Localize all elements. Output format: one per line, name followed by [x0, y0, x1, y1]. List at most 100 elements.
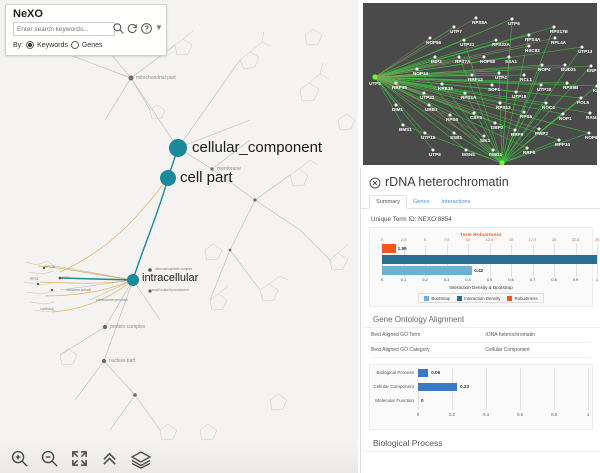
cluster-label[interactable]: nucleolus: [40, 307, 54, 311]
node-label-protein-complex[interactable]: protein complex: [110, 324, 146, 330]
gene-node-label[interactable]: UTP15: [421, 135, 436, 140]
gene-node-label[interactable]: UTP4: [495, 75, 507, 80]
gene-node-label[interactable]: RPS6: [446, 117, 459, 122]
gene-node-label[interactable]: UTP22: [420, 95, 435, 100]
help-icon[interactable]: [140, 22, 153, 35]
gene-node-label[interactable]: RPS7A: [455, 59, 471, 64]
gene-node-label[interactable]: UTP7: [450, 29, 462, 34]
gene-node-label[interactable]: RPS9B: [563, 85, 579, 90]
gene-node-label[interactable]: KRE33: [438, 86, 453, 91]
gene-network-graph[interactable]: [363, 3, 597, 165]
fit-screen-icon[interactable]: [70, 449, 89, 468]
radio-genes[interactable]: [70, 41, 79, 49]
gene-node-label[interactable]: SSB1: [450, 135, 463, 140]
gene-node-label[interactable]: RPS1A: [461, 95, 477, 100]
layers-icon[interactable]: [130, 449, 152, 469]
node-label-membrane[interactable]: membrane: [217, 166, 241, 172]
gene-node-label[interactable]: IMP3: [431, 59, 442, 64]
gene-node-label[interactable]: ENP1: [587, 68, 600, 73]
gene-node-label[interactable]: CBF5: [470, 115, 482, 120]
legend-item-robustness: Robustness: [507, 295, 538, 301]
gene-node-label[interactable]: RPS5: [520, 114, 533, 119]
search-panel[interactable]: NeXO ▼ By: Keywords Genes: [5, 4, 167, 56]
gene-node-label[interactable]: MPP10: [555, 142, 571, 147]
gene-node-label[interactable]: UTP6: [508, 21, 520, 26]
gene-node-label[interactable]: RPL4A: [551, 40, 567, 45]
gene-node-label[interactable]: RRP12: [468, 77, 483, 82]
gene-node-label[interactable]: SSA1: [505, 59, 518, 64]
gene-node-label[interactable]: SIK1: [480, 138, 491, 143]
gene-node-label[interactable]: MSN5: [462, 152, 475, 157]
axis-tick: 5: [423, 237, 427, 242]
ontology-network-graph[interactable]: [0, 0, 358, 473]
cluster-label[interactable]: preribosome precursor: [96, 298, 129, 302]
refresh-icon[interactable]: [126, 22, 139, 35]
node-label-nuclear-part[interactable]: nuclear part: [109, 358, 136, 364]
gene-node-label[interactable]: KRI1: [593, 88, 600, 93]
gene-node-label[interactable]: NAN1: [586, 115, 599, 120]
node-label-cellular-component[interactable]: cellular_component: [192, 139, 323, 156]
gene-node-label[interactable]: UTP8: [429, 152, 441, 157]
gene-node-label[interactable]: RPS13: [496, 105, 511, 110]
gene-node-label[interactable]: SOF1: [488, 87, 500, 92]
axis-tick: 17.5: [528, 237, 537, 242]
gene-node-label[interactable]: RRP9: [511, 132, 524, 137]
node-label-cell-part[interactable]: cell part: [180, 169, 233, 186]
gene-node-label[interactable]: UTP9: [369, 81, 381, 86]
cluster-label[interactable]: small subunit processome: [152, 288, 189, 292]
search-icon[interactable]: [112, 22, 125, 35]
chevron-down-icon[interactable]: ▼: [155, 23, 163, 32]
gene-node-label[interactable]: NOP4: [538, 67, 551, 72]
gene-node-label[interactable]: NOP1: [559, 116, 572, 121]
gene-node-label[interactable]: RPS4A: [525, 37, 541, 42]
radio-keywords[interactable]: [26, 41, 35, 49]
gene-node-label[interactable]: RCL1: [520, 77, 532, 82]
term-info-panel[interactable]: rDNA heterochromatin Summary Genes Inter…: [360, 168, 600, 473]
gene-node-label[interactable]: URB1: [425, 107, 438, 112]
gene-node-label[interactable]: HSC82: [525, 48, 540, 53]
gene-node-label[interactable]: DIM1: [392, 107, 403, 112]
radio-genes-label[interactable]: Genes: [81, 41, 103, 49]
gene-node-label[interactable]: NOP56: [426, 40, 442, 45]
network-toolbar[interactable]: [0, 443, 358, 473]
gene-node-label[interactable]: PWP2: [535, 131, 549, 136]
gene-node-label[interactable]: RPS22A: [492, 42, 510, 47]
cluster-label[interactable]: UTP1: [62, 276, 71, 280]
tab-summary[interactable]: Summary: [369, 195, 407, 209]
gene-node-label[interactable]: POL5: [577, 100, 589, 105]
collapse-icon[interactable]: [100, 449, 119, 468]
node-label-intracellular[interactable]: intracellular: [142, 272, 199, 284]
ontology-network-panel[interactable]: cellular_component cell part intracellul…: [0, 0, 358, 473]
gene-node-label[interactable]: EMG1: [489, 152, 503, 157]
gene-node-label[interactable]: NOP6: [585, 135, 598, 140]
gene-node-label[interactable]: RPS17B: [550, 29, 568, 34]
zoom-in-icon[interactable]: [10, 449, 29, 468]
axis-tick: 7.5: [443, 237, 450, 242]
zoom-out-icon[interactable]: [40, 449, 59, 468]
gene-node-label[interactable]: RPS8A: [472, 20, 488, 25]
tab-bar[interactable]: Summary Genes Interactions: [361, 192, 600, 209]
gene-node-label[interactable]: BUD21: [561, 67, 577, 72]
cluster-label[interactable]: RPS3: [30, 277, 39, 281]
gene-node-label[interactable]: NOP14: [413, 71, 429, 76]
gene-node-label[interactable]: UTP18: [512, 94, 527, 99]
cluster-label[interactable]: ribosomal subunit: [66, 288, 91, 292]
radio-keywords-label[interactable]: Keywords: [37, 41, 68, 49]
gene-node-label[interactable]: UTP21: [460, 42, 475, 47]
gene-node-label[interactable]: DBP2: [491, 125, 504, 130]
gene-node-label[interactable]: RRP5: [523, 150, 536, 155]
search-input[interactable]: [13, 22, 115, 36]
gene-node-label[interactable]: NOC4: [542, 105, 555, 110]
cluster-label[interactable]: RPL4A: [45, 265, 56, 269]
gene-node-label[interactable]: UTP20: [537, 87, 552, 92]
node-label-mitochondrial-part[interactable]: mitochondrial part: [136, 75, 176, 81]
tab-interactions[interactable]: Interactions: [441, 199, 471, 205]
gene-interaction-network-panel[interactable]: UTP9UTP10RPS8AUTP6UTP7RPS17BNOP56UTP21RP…: [360, 0, 600, 168]
close-circle-icon[interactable]: [369, 176, 381, 189]
gene-node-label[interactable]: RRP45: [392, 85, 407, 90]
gene-node-label[interactable]: NOP58: [480, 59, 496, 64]
gene-node-label[interactable]: UTP13: [578, 49, 593, 54]
tab-genes[interactable]: Genes: [412, 199, 430, 205]
gene-node-label[interactable]: BMS1: [399, 127, 412, 132]
cluster-label[interactable]: ribonucleoprotein complex: [155, 267, 193, 271]
